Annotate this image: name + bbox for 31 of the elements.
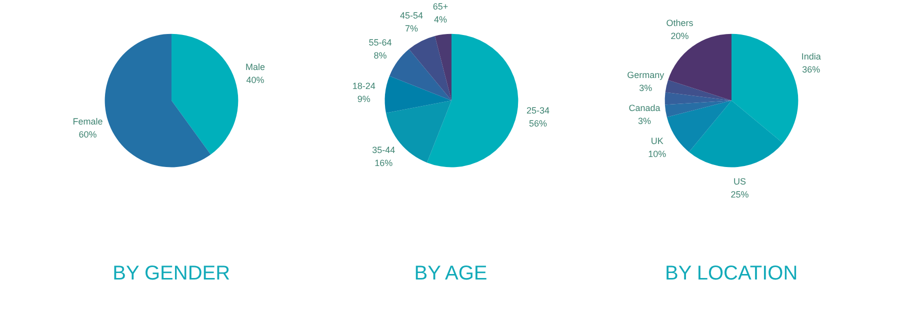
data-label: 9% bbox=[357, 94, 370, 104]
data-label: 40% bbox=[246, 74, 264, 85]
data-label: 20% bbox=[670, 30, 689, 41]
slice-label: US bbox=[734, 176, 746, 187]
data-label: 16% bbox=[374, 158, 393, 168]
slice-label: 18-24 bbox=[352, 80, 376, 91]
slice-label: 35-44 bbox=[372, 145, 396, 156]
slice-label: Canada bbox=[628, 102, 660, 113]
data-label: 7% bbox=[405, 24, 418, 34]
slice-label: Female bbox=[72, 116, 103, 126]
text: BY LOCATION bbox=[665, 262, 798, 284]
slice-label: India bbox=[801, 52, 821, 62]
slice-label: 45-54 bbox=[400, 10, 424, 21]
data-label: 3% bbox=[638, 116, 652, 126]
data-label: 10% bbox=[648, 149, 666, 160]
slice-label: 55-64 bbox=[368, 37, 392, 48]
slice-label: UK bbox=[650, 136, 664, 146]
data-label: 25% bbox=[730, 190, 749, 200]
text: BY AGE bbox=[414, 262, 488, 284]
data-label: 36% bbox=[802, 64, 820, 75]
slice-label: 25-34 bbox=[526, 106, 550, 116]
data-label: 4% bbox=[434, 14, 447, 25]
slice-label: Others bbox=[666, 18, 694, 28]
slice-label: Male bbox=[245, 62, 265, 72]
data-label: 60% bbox=[78, 129, 97, 140]
data-label: 8% bbox=[374, 50, 387, 60]
data-label: 3% bbox=[639, 82, 652, 93]
slice-label: 65+ bbox=[432, 2, 448, 12]
text: BY GENDER bbox=[112, 262, 230, 284]
data-label: 56% bbox=[528, 118, 547, 129]
slice-label: Germany bbox=[627, 70, 665, 80]
